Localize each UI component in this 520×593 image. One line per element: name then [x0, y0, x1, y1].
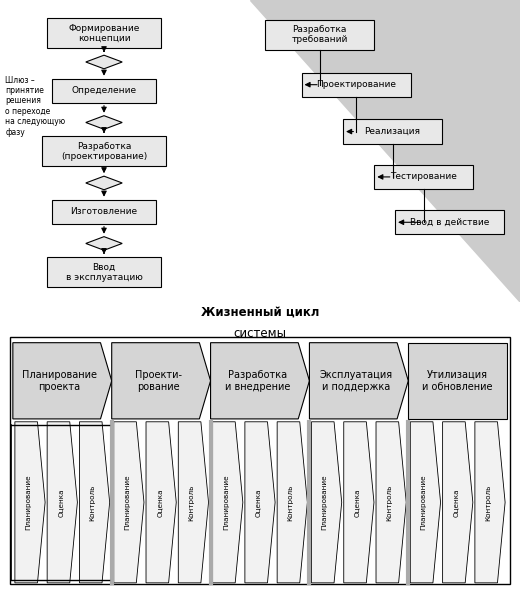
- Text: Ввод
в эксплуатацию: Ввод в эксплуатацию: [66, 263, 142, 282]
- Text: Планирование: Планирование: [223, 474, 229, 530]
- Text: Эксплуатация
и поддержка: Эксплуатация и поддержка: [319, 370, 393, 391]
- FancyBboxPatch shape: [47, 257, 161, 288]
- Text: Проектирование: Проектирование: [316, 80, 396, 89]
- Text: Реализация: Реализация: [365, 127, 421, 136]
- Text: Контроль: Контроль: [288, 484, 293, 521]
- Polygon shape: [311, 422, 342, 583]
- Polygon shape: [344, 422, 374, 583]
- Text: Определение: Определение: [71, 86, 137, 95]
- Text: Оценка: Оценка: [156, 488, 162, 517]
- Text: Планирование: Планирование: [124, 474, 130, 530]
- Text: Контроль: Контроль: [189, 484, 194, 521]
- FancyBboxPatch shape: [395, 210, 504, 234]
- FancyBboxPatch shape: [47, 18, 161, 49]
- Text: Шлюз –
принятие
решения
о переходе
на следующую
фазу: Шлюз – принятие решения о переходе на сл…: [5, 76, 66, 136]
- Polygon shape: [15, 422, 45, 583]
- Polygon shape: [86, 116, 122, 129]
- Polygon shape: [86, 237, 122, 250]
- Polygon shape: [309, 343, 408, 419]
- Text: Разработка
и внедрение: Разработка и внедрение: [225, 370, 290, 391]
- Polygon shape: [178, 422, 209, 583]
- FancyBboxPatch shape: [52, 200, 156, 224]
- Text: Оценка: Оценка: [255, 488, 261, 517]
- Text: Утилизация
и обновление: Утилизация и обновление: [422, 370, 493, 391]
- Polygon shape: [410, 422, 440, 583]
- Text: Тестирование: Тестирование: [391, 173, 457, 181]
- Text: Разработка
(проектирование): Разработка (проектирование): [61, 142, 147, 161]
- Text: Формирование
концепции: Формирование концепции: [68, 24, 140, 43]
- Text: Проекти-
рование: Проекти- рование: [135, 370, 182, 391]
- FancyBboxPatch shape: [302, 72, 411, 97]
- Polygon shape: [277, 422, 307, 583]
- Text: Планирование: Планирование: [421, 474, 426, 530]
- Text: Контроль: Контроль: [485, 484, 491, 521]
- Text: Разработка
требований: Разработка требований: [292, 25, 348, 44]
- Text: Оценка: Оценка: [57, 488, 63, 517]
- Polygon shape: [376, 422, 406, 583]
- FancyBboxPatch shape: [265, 20, 374, 50]
- Text: системы: системы: [233, 327, 287, 340]
- Text: Планирование: Планирование: [322, 474, 328, 530]
- Polygon shape: [250, 0, 520, 302]
- Text: Изготовление: Изготовление: [70, 207, 138, 216]
- Text: Контроль: Контроль: [89, 484, 96, 521]
- Polygon shape: [86, 176, 122, 190]
- Polygon shape: [245, 422, 275, 583]
- Polygon shape: [86, 55, 122, 69]
- Text: Планирование: Планирование: [25, 474, 31, 530]
- Text: Контроль: Контроль: [386, 484, 392, 521]
- FancyBboxPatch shape: [52, 79, 156, 103]
- Polygon shape: [211, 343, 309, 419]
- Text: Жизненный цикл: Жизненный цикл: [201, 305, 319, 318]
- Polygon shape: [47, 422, 77, 583]
- Polygon shape: [114, 422, 144, 583]
- Polygon shape: [213, 422, 243, 583]
- Polygon shape: [13, 343, 112, 419]
- Text: Ввод в действие: Ввод в действие: [410, 218, 489, 227]
- Polygon shape: [146, 422, 176, 583]
- Text: Оценка: Оценка: [354, 488, 360, 517]
- FancyBboxPatch shape: [343, 119, 442, 144]
- Text: Планирование
проекта: Планирование проекта: [22, 370, 97, 391]
- Polygon shape: [443, 422, 473, 583]
- Polygon shape: [475, 422, 505, 583]
- Polygon shape: [112, 343, 211, 419]
- Text: Оценка: Оценка: [453, 488, 459, 517]
- FancyBboxPatch shape: [42, 136, 166, 167]
- Polygon shape: [80, 422, 110, 583]
- Polygon shape: [408, 343, 507, 419]
- FancyBboxPatch shape: [374, 165, 473, 189]
